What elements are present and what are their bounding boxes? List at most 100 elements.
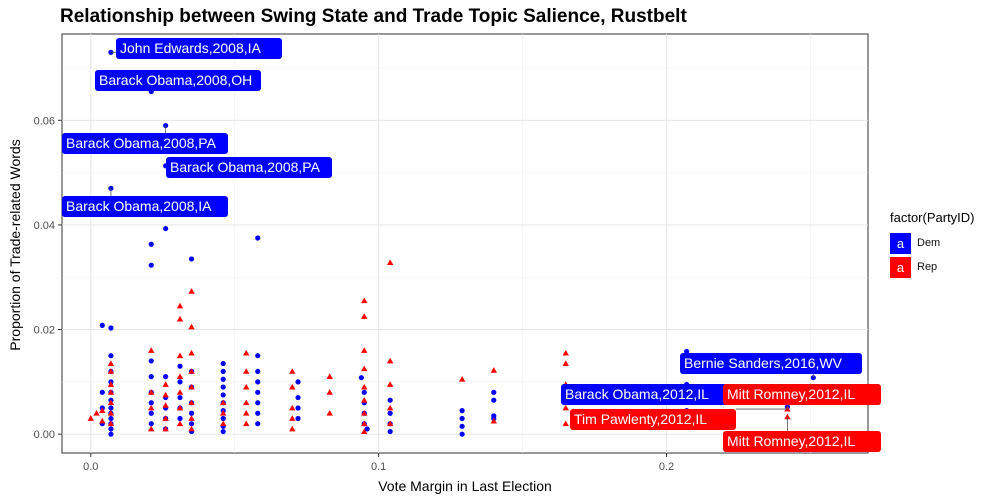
dem-data-point [491, 397, 497, 403]
dem-data-point [255, 389, 261, 395]
dem-data-point [163, 374, 169, 380]
x-tick-label: 0.2 [659, 461, 674, 473]
rep-data-point [289, 425, 296, 432]
dem-data-point [177, 363, 183, 369]
point-label: Barack Obama,2008,IA [66, 198, 212, 214]
rep-data-point [162, 381, 169, 387]
rep-data-point [562, 404, 569, 411]
rep-data-point [107, 389, 115, 395]
dem-data-point [148, 410, 154, 416]
dem-data-point [108, 353, 114, 359]
rep-data-point [361, 420, 368, 427]
rep-data-point [289, 368, 296, 374]
x-tick-label: 0.1 [371, 461, 386, 473]
x-axis-label: Vote Margin in Last Election [378, 478, 552, 494]
y-axis-label: Proportion of Trade-related Words [7, 139, 23, 350]
dem-data-point [255, 379, 261, 385]
dem-data-point [684, 348, 690, 355]
legend-item-dem: a Dem [890, 231, 975, 255]
point-label-box [680, 353, 862, 374]
dem-data-point [387, 410, 393, 416]
dem-data-point [148, 358, 154, 364]
point-label-box [95, 70, 261, 91]
dem-data-point [459, 408, 465, 414]
dem-data-point [148, 374, 154, 380]
dem-data-point [177, 394, 183, 401]
rep-data-point [188, 383, 195, 390]
y-tick-label: 0.02 [34, 325, 55, 337]
rep-data-point [148, 389, 155, 395]
point-label: Mitt Romney,2012,IL [727, 433, 855, 449]
point-label-box [166, 157, 332, 178]
rep-data-point [562, 349, 569, 356]
dem-data-point [295, 379, 301, 385]
dem-data-point [220, 392, 226, 398]
dem-data-point [188, 410, 195, 416]
point-label: Barack Obama,2008,OH [99, 72, 252, 88]
rep-data-point [361, 313, 368, 319]
dem-data-point [148, 421, 154, 427]
dem-data-point [255, 235, 261, 241]
dem-data-point [491, 389, 497, 395]
dem-data-point [255, 353, 261, 359]
dem-data-point [295, 405, 301, 411]
rep-data-point [243, 420, 250, 427]
rep-data-point [289, 404, 296, 411]
dem-data-point [220, 428, 226, 435]
dem-data-point [295, 394, 301, 401]
legend-key-dem: a [890, 232, 911, 254]
point-label: Barack Obama,2008,PA [66, 135, 217, 151]
rep-data-point [361, 365, 368, 372]
point-label: Tim Pawlenty,2012,IL [574, 411, 707, 427]
dem-data-point [99, 322, 105, 328]
rep-data-point [361, 297, 368, 304]
rep-data-point [188, 399, 195, 406]
dem-data-point [108, 415, 114, 422]
point-label: Bernie Sanders,2016,WV [684, 355, 843, 371]
rep-data-point [188, 288, 195, 294]
dem-data-point [148, 400, 154, 406]
rep-data-point [148, 347, 155, 353]
legend-label-rep: Rep [917, 261, 938, 273]
rep-data-point [289, 415, 296, 421]
plot-panel [61, 33, 869, 454]
rep-data-point [386, 259, 394, 265]
rep-data-point [188, 368, 195, 374]
rep-data-point [326, 373, 333, 380]
legend-item-rep: a Rep [890, 255, 975, 279]
rep-data-point [220, 410, 227, 416]
rep-data-point [220, 420, 227, 427]
rep-data-point [176, 389, 184, 395]
point-label-box [116, 38, 282, 59]
rep-data-point [148, 404, 155, 411]
point-label: Barack Obama,2008,PA [170, 159, 321, 175]
dem-data-point [358, 375, 364, 381]
rep-data-point [386, 420, 394, 427]
rep-data-point [107, 381, 115, 387]
rep-data-point [162, 415, 169, 421]
rep-data-point [243, 410, 250, 416]
rep-data-point [176, 420, 184, 427]
rep-data-point [490, 367, 497, 373]
legend: factor(PartyID) a Dem a Rep [890, 210, 975, 279]
rep-data-point [243, 399, 250, 406]
rep-data-point [361, 410, 368, 416]
rep-data-point [107, 399, 115, 406]
rep-data-point [361, 428, 368, 434]
dem-data-point [255, 368, 261, 374]
dem-data-point [459, 415, 465, 422]
dem-data-point [255, 421, 261, 427]
rep-data-point [289, 383, 296, 390]
y-tick-label: 0.04 [34, 220, 55, 232]
rep-data-point [490, 417, 497, 424]
dem-data-point [108, 325, 114, 331]
dem-data-point [387, 397, 393, 403]
rep-data-point [162, 391, 169, 398]
rep-data-point [458, 376, 466, 382]
chart-title: Relationship between Swing State and Tra… [60, 6, 687, 27]
rep-data-point [326, 389, 333, 395]
rep-data-point [361, 347, 368, 353]
dem-data-point [177, 415, 183, 422]
rep-data-point [326, 410, 333, 416]
